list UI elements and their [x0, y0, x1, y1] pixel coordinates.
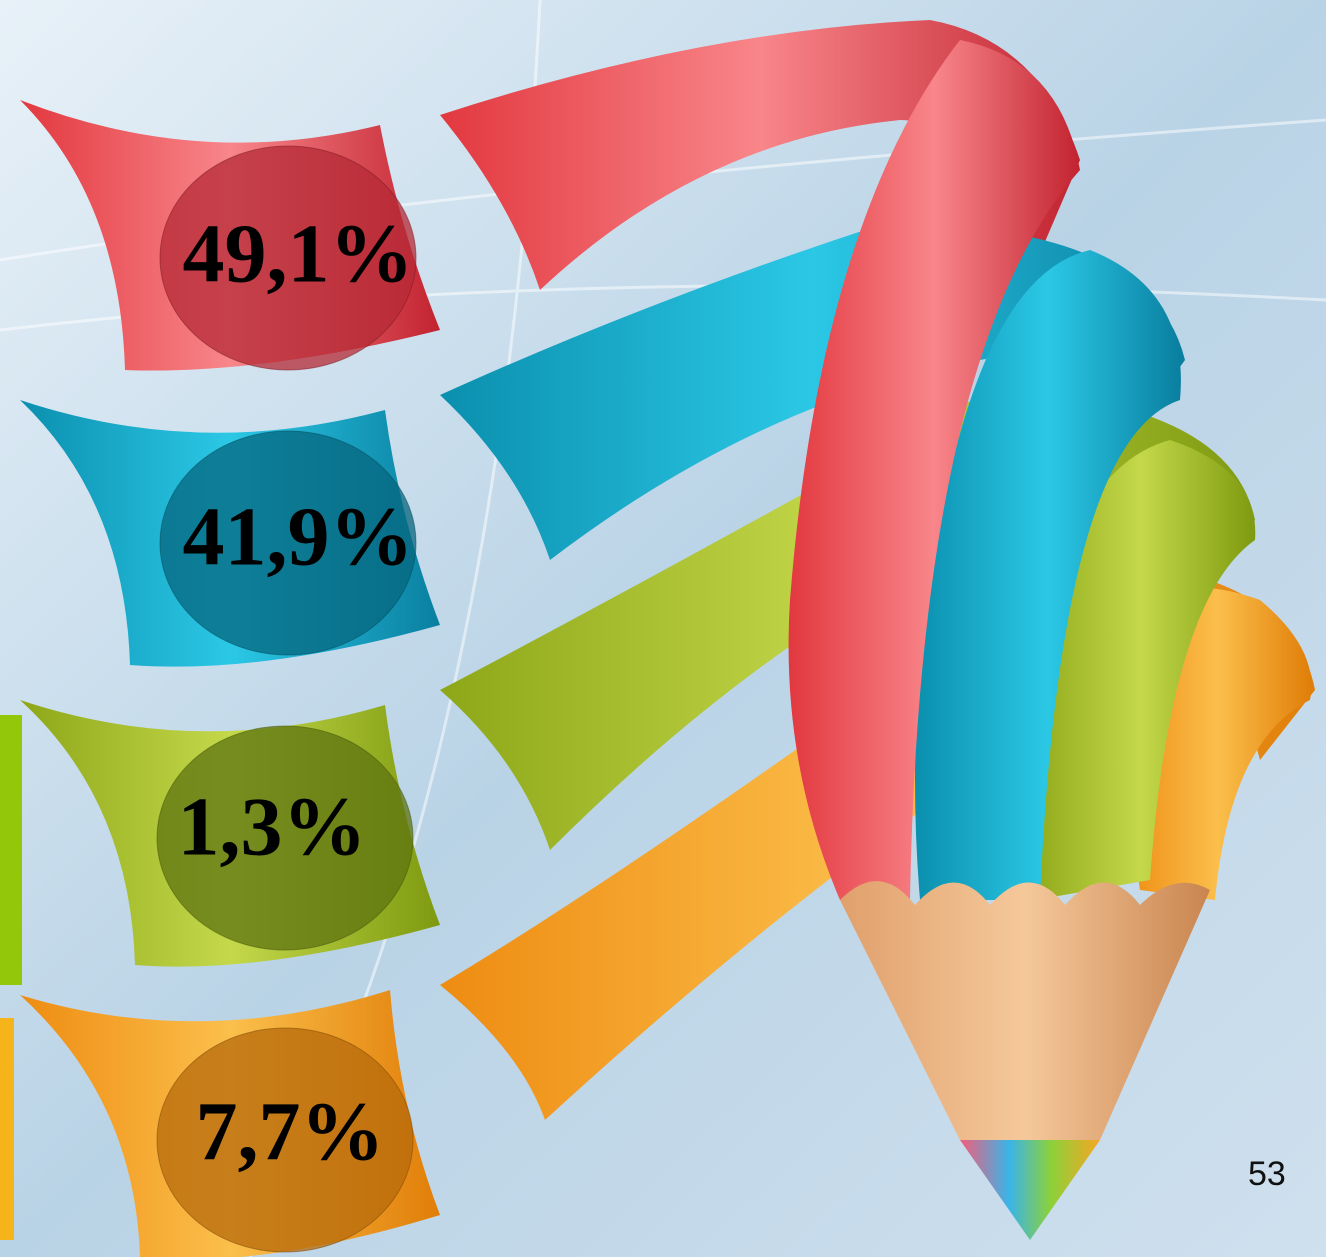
side-marker [0, 1018, 14, 1240]
percent-label: 1,3% [178, 780, 367, 873]
side-marker [0, 715, 22, 985]
percent-label: 49,1% [183, 207, 414, 300]
page-number: 53 [1248, 1155, 1286, 1193]
percent-label: 41,9% [183, 490, 414, 583]
slide: 49,1% 41,9% 1,3% 7,7% 53 [0, 0, 1326, 1257]
percent-label: 7,7% [196, 1085, 385, 1178]
